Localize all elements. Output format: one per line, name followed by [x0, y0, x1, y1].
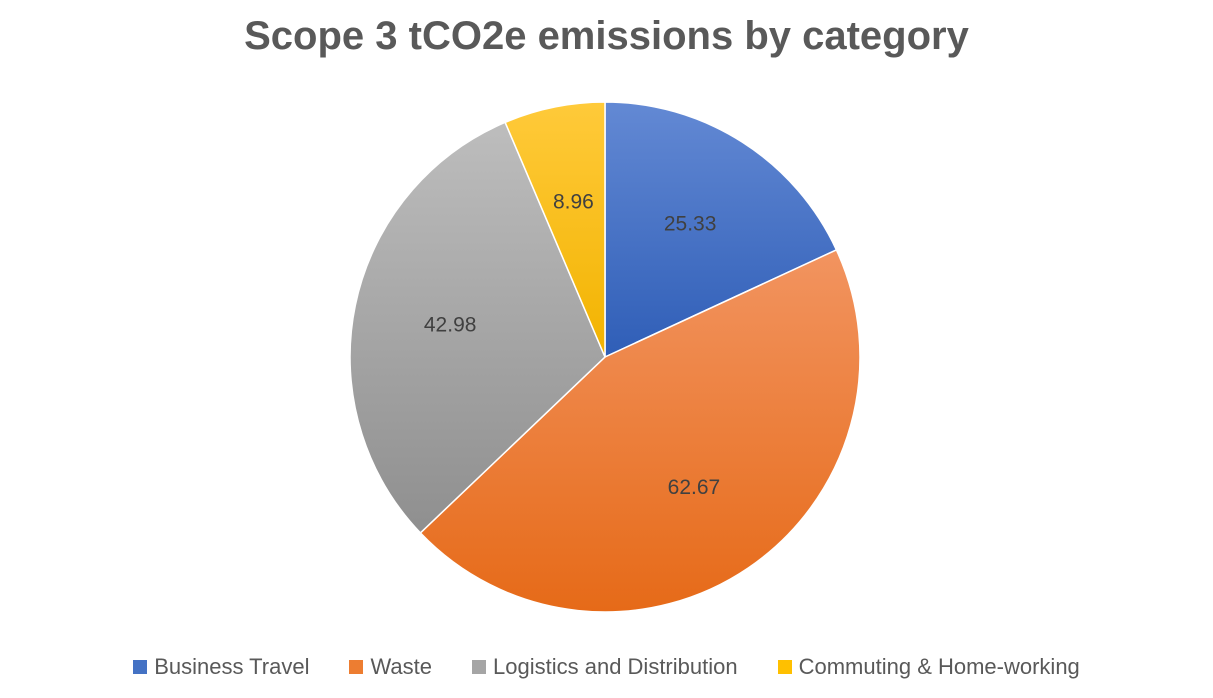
legend-label: Waste [370, 654, 433, 679]
chart-title: Scope 3 tCO2e emissions by category [244, 14, 969, 58]
legend-item-logistics-and-distribution: Logistics and Distribution [472, 654, 738, 680]
legend-swatch [133, 660, 148, 674]
legend-swatch [472, 660, 487, 674]
legend-item-business-travel: Business Travel [133, 654, 309, 680]
legend-label: Commuting & Home-working [798, 654, 1080, 679]
legend-label: Logistics and Distribution [493, 654, 738, 679]
data-label-logistics-and-distribution: 42.98 [424, 314, 477, 337]
pie-slice-waste [419, 248, 861, 613]
legend-swatch [777, 660, 792, 674]
pie-data-labels: 25.33 62.67 42.98 8.96 [424, 191, 720, 500]
pie-slice-logistics-and-distribution [349, 121, 606, 534]
pie-slice-business-travel [604, 101, 838, 359]
data-label-business-travel: 25.33 [664, 212, 717, 235]
legend-item-commuting-and-home-working: Commuting & Home-working [777, 654, 1080, 680]
legend-swatch [349, 660, 364, 674]
pie-slices [349, 101, 861, 613]
pie-slice-commuting-and-home-working [504, 101, 606, 358]
legend-item-waste: Waste [349, 654, 432, 680]
chart-legend: Business Travel Waste Logistics and Distri… [0, 654, 1213, 680]
legend-label: Business Travel [154, 654, 310, 679]
data-label-commuting-and-home-working: 8.96 [553, 191, 594, 214]
data-label-waste: 62.67 [668, 476, 721, 499]
